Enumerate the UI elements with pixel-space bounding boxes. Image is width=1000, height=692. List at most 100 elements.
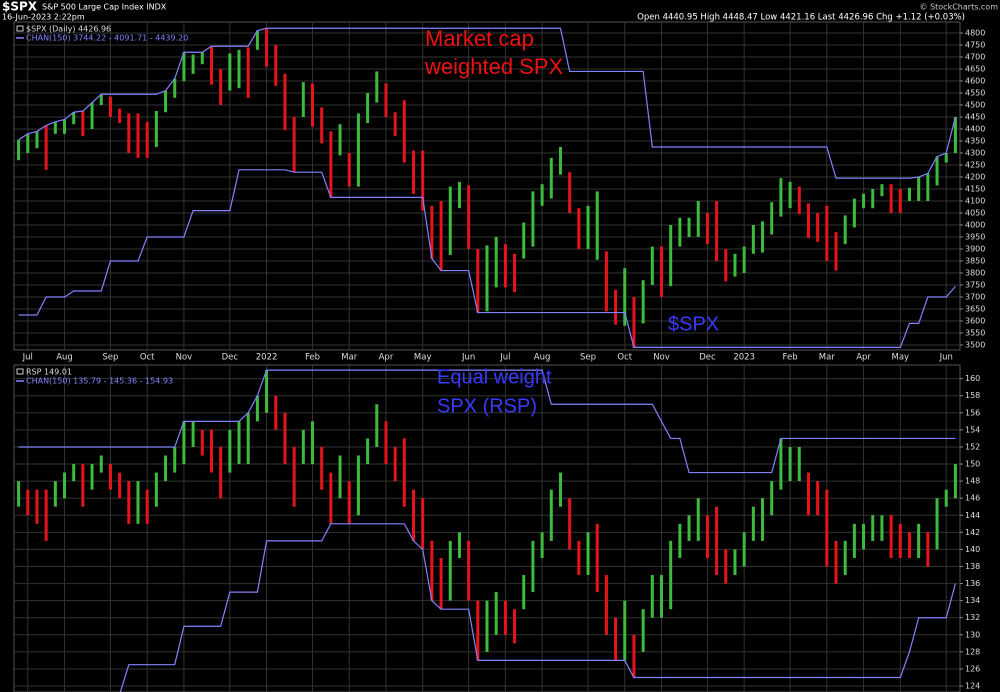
price-bar xyxy=(816,212,820,242)
price-bar xyxy=(356,113,360,187)
y-tick-label: 138 xyxy=(965,562,980,571)
price-bar xyxy=(154,111,158,148)
price-bar xyxy=(944,153,948,163)
x-tick-label: Apr xyxy=(379,353,394,363)
price-bar xyxy=(953,464,957,499)
price-bar xyxy=(99,455,103,473)
x-tick-label: Nov xyxy=(176,353,193,363)
price-bar xyxy=(935,498,939,550)
price-bar xyxy=(843,540,847,576)
y-tick-label: 4450 xyxy=(965,113,985,122)
price-bar xyxy=(164,455,168,482)
price-bar xyxy=(513,253,517,293)
x-tick-label: 2023 xyxy=(733,353,755,363)
price-bar xyxy=(696,498,700,541)
price-bar xyxy=(17,481,21,507)
y-tick-label: 152 xyxy=(965,442,980,451)
channel-line xyxy=(18,27,956,179)
price-bar xyxy=(742,532,746,567)
price-bar xyxy=(926,173,930,201)
price-bar xyxy=(393,446,397,482)
price-bar xyxy=(173,78,177,98)
x-tick-label: Dec xyxy=(699,353,716,363)
price-bar xyxy=(136,113,140,158)
price-bar xyxy=(384,421,388,465)
price-bar xyxy=(797,186,801,215)
price-bar xyxy=(329,131,333,198)
price-bar xyxy=(724,549,728,584)
x-tick-label: May xyxy=(892,353,910,363)
price-bar xyxy=(476,248,480,313)
y-tick-label: 4650 xyxy=(965,65,985,74)
price-bar xyxy=(522,575,526,610)
price-bar xyxy=(623,600,627,661)
price-bar xyxy=(549,157,553,199)
price-bar xyxy=(127,113,131,154)
price-bar xyxy=(237,421,241,465)
y-tick-label: 4000 xyxy=(965,220,985,229)
price-bar xyxy=(503,244,507,288)
symbol-name: S&P 500 Large Cap Index INDX xyxy=(42,3,167,12)
price-bar xyxy=(375,71,379,103)
price-bar xyxy=(421,498,425,550)
price-bar xyxy=(310,83,314,127)
price-bar xyxy=(898,188,902,213)
price-bar xyxy=(485,245,489,312)
price-bar xyxy=(540,184,544,206)
price-bar xyxy=(393,112,397,137)
price-bar xyxy=(595,523,599,593)
price-bar xyxy=(917,523,921,558)
y-tick-label: 142 xyxy=(965,528,980,537)
price-bar xyxy=(522,222,526,259)
price-bar xyxy=(568,498,572,550)
price-bar xyxy=(127,481,131,524)
x-tick-label: Oct xyxy=(140,353,155,363)
price-bar xyxy=(742,246,746,273)
y-tick-label: 4300 xyxy=(965,149,985,158)
channel-line xyxy=(18,369,956,474)
panel-frame xyxy=(13,21,961,351)
price-bar xyxy=(568,172,572,213)
price-bar xyxy=(35,131,39,149)
price-bar xyxy=(862,523,866,550)
y-tick-label: 4500 xyxy=(965,101,985,110)
price-bar xyxy=(209,429,213,473)
price-bar xyxy=(467,185,471,249)
price-bar xyxy=(889,515,893,558)
x-tick-label: Sep xyxy=(102,353,118,363)
price-bar xyxy=(907,532,911,558)
price-bar xyxy=(586,205,590,249)
quote: Open 4440.95 High 4448.47 Low 4421.16 La… xyxy=(637,13,965,23)
price-bar xyxy=(761,498,765,541)
price-bar xyxy=(265,28,269,67)
credit: © StockCharts.com xyxy=(920,3,999,12)
channel-line xyxy=(119,523,956,692)
price-bar xyxy=(375,404,379,447)
y-tick-label: 4600 xyxy=(965,77,985,86)
price-bar xyxy=(191,421,195,447)
price-bar xyxy=(421,150,425,211)
price-bar xyxy=(228,53,232,91)
price-bar xyxy=(797,446,801,482)
price-bar xyxy=(834,232,838,271)
x-tick-label: 2022 xyxy=(256,353,278,363)
price-bar xyxy=(44,489,48,541)
legend-title: $SPX (Daily) 4426.96 xyxy=(26,25,111,34)
y-tick-label: 3700 xyxy=(965,292,985,301)
y-tick-label: 4400 xyxy=(965,125,985,134)
price-bar xyxy=(871,188,875,209)
price-bar xyxy=(108,464,112,490)
y-tick-label: 4100 xyxy=(965,196,985,205)
price-bar xyxy=(366,438,370,465)
price-bar xyxy=(687,217,691,237)
x-tick-label: Apr xyxy=(856,353,871,363)
y-tick-label: 144 xyxy=(965,511,980,520)
y-tick-label: 3850 xyxy=(965,256,985,265)
price-bar xyxy=(705,515,709,558)
price-bar xyxy=(926,532,930,567)
price-bar xyxy=(173,446,177,473)
price-bar xyxy=(917,177,921,201)
price-bar xyxy=(650,575,654,618)
